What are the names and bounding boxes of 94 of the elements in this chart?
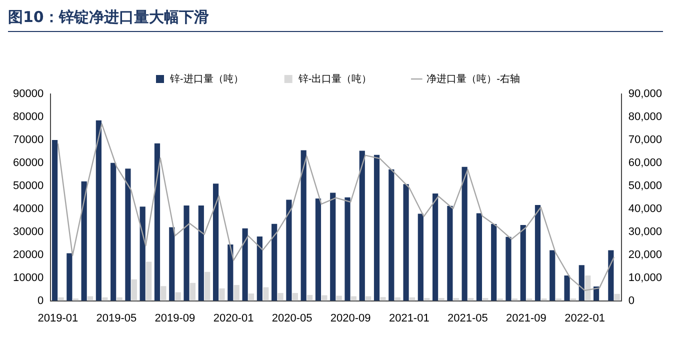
y2-tick-label: 50,000 bbox=[628, 180, 662, 192]
x-tick-label: 2019-09 bbox=[154, 312, 196, 324]
y2-tick-label: 70,000 bbox=[628, 134, 662, 146]
bar bbox=[447, 206, 453, 301]
bar bbox=[366, 296, 372, 301]
y-tick-label: 50000 bbox=[12, 180, 44, 192]
bar bbox=[160, 286, 166, 301]
bar bbox=[336, 296, 342, 301]
bar bbox=[286, 200, 292, 301]
bar bbox=[198, 205, 204, 301]
bar bbox=[242, 228, 248, 301]
y2-tick-label: 90,000 bbox=[628, 88, 662, 100]
y-tick-label: 10000 bbox=[12, 272, 44, 284]
bar bbox=[81, 181, 87, 301]
x-tick-label: 2019-05 bbox=[96, 312, 137, 324]
x-tick-label: 2022-01 bbox=[564, 312, 605, 324]
y-tick-label: 70000 bbox=[12, 134, 44, 146]
x-tick-label: 2019-01 bbox=[38, 312, 78, 324]
y-tick-label: 20000 bbox=[12, 248, 44, 261]
bar bbox=[219, 288, 225, 301]
bar bbox=[585, 276, 591, 301]
bar bbox=[190, 282, 196, 301]
bar bbox=[58, 297, 64, 301]
bar bbox=[491, 224, 497, 301]
bar bbox=[578, 265, 584, 301]
y-tick-label: 90000 bbox=[12, 88, 44, 100]
bar bbox=[278, 292, 284, 301]
chart-title: 图10：锌锭净进口量大幅下滑 bbox=[8, 8, 663, 32]
bar bbox=[520, 224, 526, 301]
legend-label: 净进口量（吨）-右轴 bbox=[426, 72, 520, 85]
bar bbox=[359, 150, 365, 301]
bar bbox=[184, 205, 190, 301]
legend-label: 锌-进口量（吨） bbox=[169, 72, 244, 85]
bar bbox=[204, 272, 210, 301]
bar bbox=[350, 296, 357, 301]
bar bbox=[125, 168, 131, 301]
y2-tick-label: 0 bbox=[628, 294, 634, 307]
bar bbox=[110, 162, 116, 301]
y-tick-label: 40000 bbox=[12, 202, 44, 215]
bar bbox=[344, 197, 350, 301]
x-tick-label: 2021-01 bbox=[388, 312, 430, 324]
y2-tick-label: 60,000 bbox=[628, 156, 662, 169]
x-tick-label: 2021-05 bbox=[448, 312, 488, 324]
bar bbox=[315, 198, 322, 301]
bar bbox=[154, 143, 160, 301]
bar bbox=[300, 150, 306, 301]
bar bbox=[534, 204, 541, 301]
bar bbox=[403, 184, 409, 301]
y2-tick-label: 10,000 bbox=[628, 272, 662, 284]
bar bbox=[272, 224, 278, 301]
y2-tick-label: 20,000 bbox=[628, 248, 662, 261]
bar bbox=[388, 169, 394, 301]
bar bbox=[96, 120, 102, 301]
bar bbox=[131, 279, 137, 301]
x-tick-label: 2020-05 bbox=[272, 312, 312, 324]
bar bbox=[307, 295, 313, 301]
y-tick-label: 80000 bbox=[12, 111, 44, 124]
bar bbox=[228, 244, 234, 301]
x-tick-label: 2020-01 bbox=[213, 312, 254, 324]
bar bbox=[234, 284, 240, 301]
bar bbox=[52, 140, 58, 301]
bar bbox=[256, 236, 262, 301]
y2-tick-label: 30,000 bbox=[628, 226, 662, 238]
bar bbox=[146, 262, 152, 301]
legend-label: 锌-出口量（吨） bbox=[297, 72, 372, 85]
y-tick-label: 30000 bbox=[12, 226, 44, 238]
bar bbox=[476, 213, 482, 301]
y-tick-label: 0 bbox=[37, 294, 44, 307]
bar bbox=[614, 294, 620, 301]
bar bbox=[608, 250, 614, 301]
y-tick-label: 60000 bbox=[12, 156, 44, 169]
bar bbox=[462, 166, 468, 301]
bar bbox=[564, 276, 570, 301]
y2-tick-label: 80,000 bbox=[628, 111, 662, 124]
y2-tick-label: 40,000 bbox=[628, 202, 662, 215]
bar bbox=[438, 298, 444, 301]
x-tick-label: 2020-09 bbox=[330, 312, 371, 324]
x-tick-label: 2021-09 bbox=[506, 312, 546, 324]
bar bbox=[506, 236, 512, 301]
bar bbox=[248, 293, 254, 301]
bar bbox=[330, 192, 336, 301]
bar bbox=[550, 250, 556, 301]
bar bbox=[263, 287, 269, 301]
bar bbox=[292, 292, 298, 301]
bar bbox=[380, 297, 386, 301]
bar bbox=[169, 227, 175, 301]
bar bbox=[212, 184, 219, 301]
bar bbox=[374, 154, 380, 301]
bar bbox=[140, 206, 146, 301]
bar bbox=[66, 253, 72, 301]
bar bbox=[87, 296, 94, 301]
bar bbox=[175, 292, 181, 301]
bar bbox=[432, 193, 438, 301]
bar bbox=[418, 214, 424, 301]
